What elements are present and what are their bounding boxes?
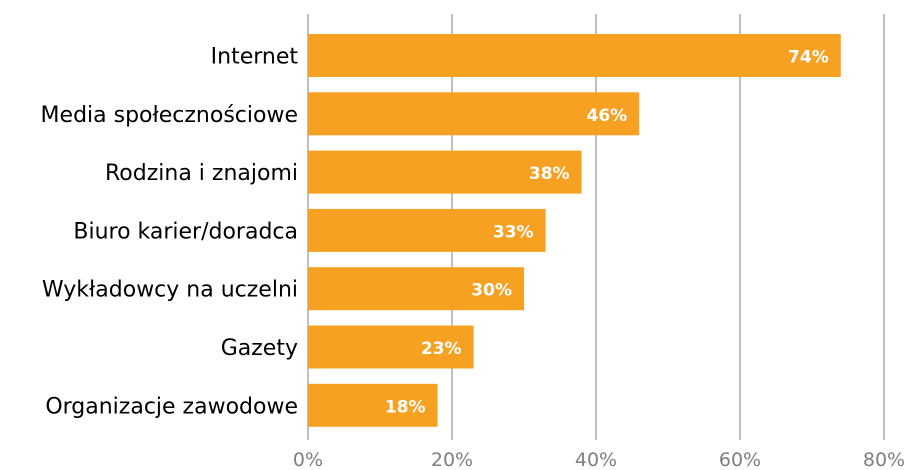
data-label-media-spolecznosciowe: 46%: [586, 106, 627, 126]
category-label-rodzina-i-znajomi: Rodzina i znajomi: [105, 161, 298, 186]
data-label-wykladowcy-na-uczelni: 30%: [471, 281, 512, 301]
tick-label-60: 60%: [719, 449, 761, 470]
tick-label-40: 40%: [575, 449, 617, 470]
data-label-biuro-karier-doradca: 33%: [493, 222, 534, 242]
tick-label-20: 20%: [431, 449, 473, 470]
category-labels: Internet Media społecznościowe Rodzina i z…: [41, 45, 299, 420]
bar-wykladowcy-na-uczelni: [308, 267, 524, 311]
category-label-internet: Internet: [211, 45, 299, 70]
bar-media-spolecznosciowe: [308, 92, 640, 136]
bar-biuro-karier-doradca: [308, 208, 546, 252]
data-label-gazety: 23%: [421, 339, 462, 359]
data-label-rodzina-i-znajomi: 38%: [529, 164, 570, 184]
category-label-gazety: Gazety: [221, 336, 298, 361]
category-label-biuro-karier-doradca: Biuro karier/doradca: [73, 219, 298, 244]
data-labels: 74% 46% 38% 33% 30% 23% 18%: [385, 48, 829, 418]
data-label-internet: 74%: [788, 48, 829, 68]
category-label-media-spolecznosciowe: Media społecznościowe: [41, 103, 298, 128]
gridlines: [307, 14, 885, 440]
bar-gazety: [308, 325, 474, 369]
bar-rodzina-i-znajomi: [308, 150, 582, 194]
tick-label-0: 0%: [293, 449, 323, 470]
category-label-organizacje-zawodowe: Organizacje zawodowe: [45, 394, 298, 419]
bars: [308, 34, 841, 427]
bar-internet: [308, 34, 841, 77]
category-label-wykladowcy-na-uczelni: Wykładowcy na uczelni: [42, 278, 298, 303]
data-label-organizacje-zawodowe: 18%: [385, 397, 426, 417]
x-axis-tick-labels: 0% 20% 40% 60% 80%: [293, 449, 905, 470]
tick-label-80: 80%: [863, 449, 905, 470]
bar-organizacje-zawodowe: [308, 383, 438, 427]
